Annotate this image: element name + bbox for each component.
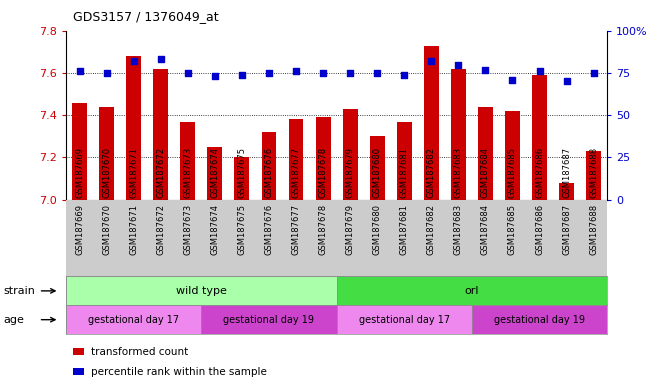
Bar bbox=[559, 183, 574, 200]
Bar bbox=[72, 103, 87, 200]
Text: GSM187671: GSM187671 bbox=[129, 204, 138, 255]
Point bbox=[561, 78, 572, 84]
Text: gestational day 17: gestational day 17 bbox=[358, 314, 450, 325]
Bar bbox=[337, 276, 607, 305]
Text: GSM187680: GSM187680 bbox=[373, 204, 381, 255]
Point bbox=[453, 61, 463, 68]
Text: GSM187685: GSM187685 bbox=[508, 204, 517, 255]
Bar bbox=[532, 75, 547, 200]
Text: orl: orl bbox=[465, 286, 479, 296]
Text: GSM187678: GSM187678 bbox=[319, 204, 327, 255]
Bar bbox=[66, 276, 337, 305]
Bar bbox=[180, 122, 195, 200]
Text: GSM187677: GSM187677 bbox=[292, 204, 300, 255]
Point bbox=[589, 70, 599, 76]
Bar bbox=[201, 305, 337, 334]
Bar bbox=[207, 147, 222, 200]
Point bbox=[535, 68, 545, 74]
Text: GSM187688: GSM187688 bbox=[589, 204, 598, 255]
Bar bbox=[288, 119, 304, 200]
Bar bbox=[586, 151, 601, 200]
Text: gestational day 19: gestational day 19 bbox=[224, 314, 314, 325]
Point bbox=[507, 77, 517, 83]
Bar bbox=[126, 56, 141, 200]
Text: GSM187670: GSM187670 bbox=[102, 204, 111, 255]
Text: GSM187672: GSM187672 bbox=[156, 204, 165, 255]
Point bbox=[182, 70, 193, 76]
Point bbox=[74, 68, 84, 74]
Text: age: age bbox=[3, 314, 24, 325]
Point bbox=[290, 68, 301, 74]
Text: GSM187684: GSM187684 bbox=[481, 204, 490, 255]
Bar bbox=[424, 45, 439, 200]
Bar bbox=[472, 305, 607, 334]
Bar bbox=[343, 109, 358, 200]
Bar bbox=[261, 132, 277, 200]
Point bbox=[210, 73, 220, 79]
Text: GSM187679: GSM187679 bbox=[346, 204, 354, 255]
Point bbox=[318, 70, 329, 76]
Text: strain: strain bbox=[3, 286, 35, 296]
Point bbox=[156, 56, 166, 63]
Text: GSM187681: GSM187681 bbox=[400, 204, 409, 255]
Text: transformed count: transformed count bbox=[91, 346, 188, 357]
Text: GSM187687: GSM187687 bbox=[562, 204, 571, 255]
Bar bbox=[234, 157, 249, 200]
Point bbox=[372, 70, 383, 76]
Text: GSM187675: GSM187675 bbox=[238, 204, 246, 255]
Text: gestational day 17: gestational day 17 bbox=[88, 314, 180, 325]
Text: GSM187673: GSM187673 bbox=[183, 204, 192, 255]
Text: GSM187669: GSM187669 bbox=[75, 204, 84, 255]
Bar bbox=[337, 305, 472, 334]
Point bbox=[345, 70, 355, 76]
Bar bbox=[153, 69, 168, 200]
Point bbox=[480, 66, 491, 73]
Bar bbox=[370, 136, 385, 200]
Text: wild type: wild type bbox=[176, 286, 227, 296]
Point bbox=[426, 58, 437, 64]
Text: GSM187686: GSM187686 bbox=[535, 204, 544, 255]
Bar bbox=[505, 111, 520, 200]
Bar bbox=[397, 122, 412, 200]
Bar bbox=[99, 107, 114, 200]
Text: GSM187676: GSM187676 bbox=[265, 204, 273, 255]
Text: percentile rank within the sample: percentile rank within the sample bbox=[91, 366, 267, 377]
Bar bbox=[478, 107, 493, 200]
Point bbox=[237, 71, 248, 78]
Bar bbox=[451, 69, 466, 200]
Text: GDS3157 / 1376049_at: GDS3157 / 1376049_at bbox=[73, 10, 218, 23]
Text: GSM187683: GSM187683 bbox=[454, 204, 463, 255]
Point bbox=[128, 58, 139, 64]
Bar bbox=[66, 305, 201, 334]
Point bbox=[264, 70, 275, 76]
Point bbox=[102, 70, 112, 76]
Text: GSM187674: GSM187674 bbox=[211, 204, 219, 255]
Point bbox=[399, 71, 409, 78]
Text: gestational day 19: gestational day 19 bbox=[494, 314, 585, 325]
Bar bbox=[315, 118, 331, 200]
Text: GSM187682: GSM187682 bbox=[427, 204, 436, 255]
